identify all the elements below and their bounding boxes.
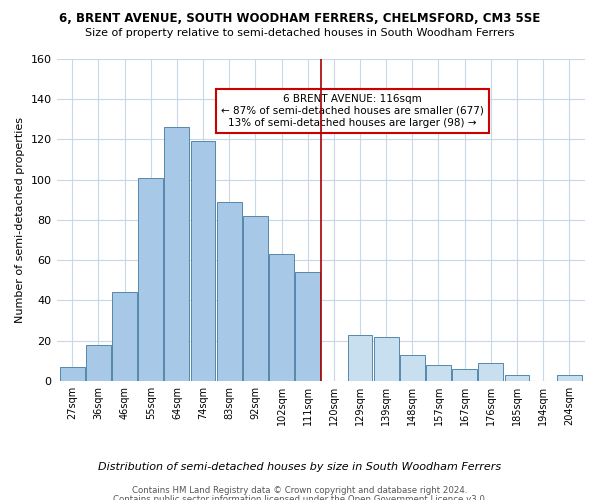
Bar (426, 364, 451, 381)
Bar (86, 344, 111, 381)
Bar (164, 128, 190, 381)
Text: 6 BRENT AVENUE: 116sqm
← 87% of semi-detached houses are smaller (677)
13% of se: 6 BRENT AVENUE: 116sqm ← 87% of semi-det… (221, 94, 484, 128)
Bar (478, 362, 503, 381)
Bar (400, 354, 425, 381)
Bar (112, 292, 137, 381)
Y-axis label: Number of semi-detached properties: Number of semi-detached properties (15, 117, 25, 323)
Bar (191, 142, 215, 381)
Bar (557, 374, 582, 381)
Text: Contains public sector information licensed under the Open Government Licence v3: Contains public sector information licen… (113, 495, 487, 500)
Text: Contains HM Land Registry data © Crown copyright and database right 2024.: Contains HM Land Registry data © Crown c… (132, 486, 468, 495)
Bar (138, 178, 163, 381)
Text: Distribution of semi-detached houses by size in South Woodham Ferrers: Distribution of semi-detached houses by … (98, 462, 502, 472)
Bar (60, 366, 85, 381)
Bar (217, 202, 242, 381)
Text: 6, BRENT AVENUE, SOUTH WOODHAM FERRERS, CHELMSFORD, CM3 5SE: 6, BRENT AVENUE, SOUTH WOODHAM FERRERS, … (59, 12, 541, 26)
Bar (243, 216, 268, 381)
Bar (505, 374, 529, 381)
Bar (347, 334, 373, 381)
Text: Size of property relative to semi-detached houses in South Woodham Ferrers: Size of property relative to semi-detach… (85, 28, 515, 38)
Bar (269, 254, 294, 381)
Bar (452, 368, 477, 381)
Bar (295, 272, 320, 381)
Bar (374, 336, 398, 381)
